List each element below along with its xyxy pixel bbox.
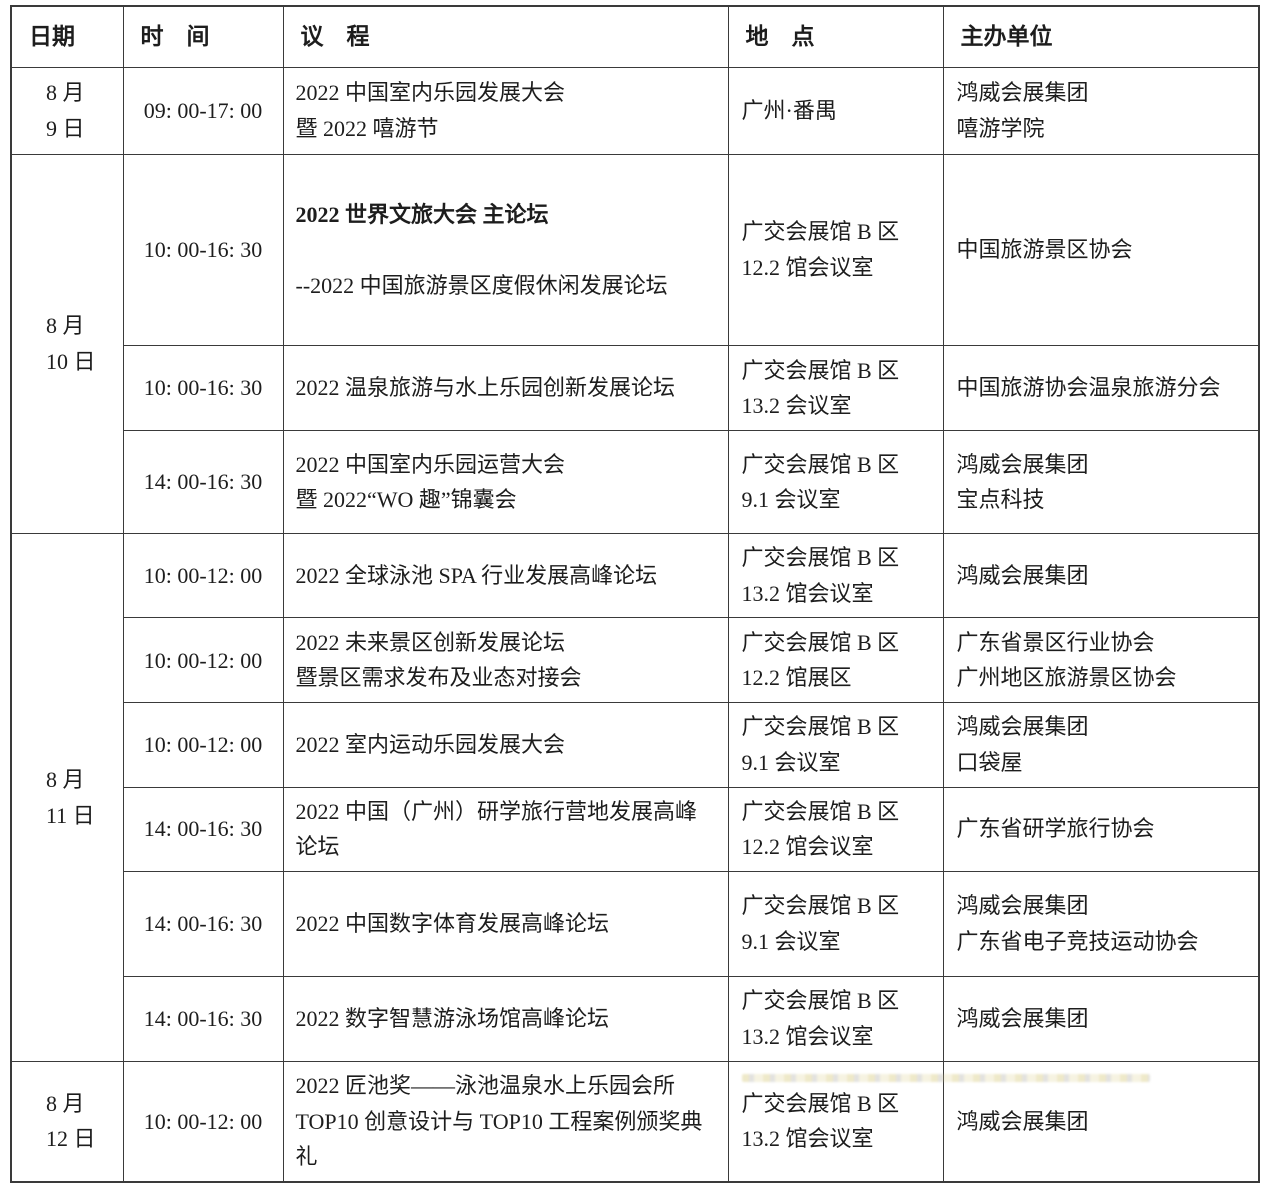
date-cell-aug11: 8 月 11 日 <box>10 533 124 1062</box>
table-row: 14: 00-16: 30 2022 数字智慧游泳场馆高峰论坛 广交会展馆 B … <box>11 975 1260 1062</box>
organizer-cell: 中国旅游景区协会 <box>942 153 1260 347</box>
venue-cell: 广交会展馆 B 区 9.1 会议室 <box>727 430 944 535</box>
venue-cell: 广交会展馆 B 区 13.2 馆会议室 <box>727 533 944 619</box>
table-row: 14: 00-16: 30 2022 中国数字体育发展高峰论坛 广交会展馆 B … <box>11 870 1260 977</box>
agenda-cell: 2022 中国室内乐园发展大会 暨 2022 嘻游节 <box>282 67 729 155</box>
header-organizer: 主办单位 <box>942 5 1260 68</box>
organizer-cell: 鸿威会展集团 嘻游学院 <box>942 67 1260 155</box>
agenda-cell: 2022 中国（广州）研学旅行营地发展高峰论坛 <box>282 786 729 872</box>
table-row: 10: 00-16: 30 2022 温泉旅游与水上乐园创新发展论坛 广交会展馆… <box>11 345 1260 432</box>
schedule-table: 日期 时 间 议 程 地 点 主办单位 8 月 9 日 09: 00-17: 0… <box>10 5 1260 1183</box>
table-row: 8 月 11 日 10: 00-12: 00 2022 全球泳池 SPA 行业发… <box>10 533 1260 1062</box>
date-cell-aug12: 8 月 12 日 <box>10 1060 124 1183</box>
agenda-cell: 2022 世界文旅大会 主论坛 --2022 中国旅游景区度假休闲发展论坛 <box>282 153 729 347</box>
venue-cell: 广交会展馆 B 区 12.2 馆会议室 <box>727 786 944 872</box>
header-agenda: 议 程 <box>282 5 729 68</box>
agenda-subtitle: --2022 中国旅游景区度假休闲发展论坛 <box>295 272 668 298</box>
date-cell-aug9: 8 月 9 日 <box>10 67 124 155</box>
venue-cell: 广交会展馆 B 区 12.2 馆展区 <box>727 617 944 704</box>
venue-cell: 广交会展馆 B 区 12.2 馆会议室 <box>727 153 944 347</box>
time-cell: 10: 00-12: 00 <box>122 533 284 619</box>
organizer-cell: 中国旅游协会温泉旅游分会 <box>942 345 1260 432</box>
agenda-cell: 2022 匠池奖——泳池温泉水上乐园会所TOP10 创意设计与 TOP10 工程… <box>282 1060 729 1183</box>
organizer-cell: 鸿威会展集团 口袋屋 <box>942 702 1260 788</box>
time-cell: 10: 00-12: 00 <box>122 1060 284 1183</box>
organizer-cell: 广东省研学旅行协会 <box>942 786 1260 872</box>
agenda-cell: 2022 中国室内乐园运营大会 暨 2022“WO 趣”锦囊会 <box>282 430 729 535</box>
time-cell: 14: 00-16: 30 <box>122 870 284 977</box>
venue-cell: 广州·番禺 <box>727 67 944 155</box>
agenda-cell: 2022 未来景区创新发展论坛 暨景区需求发布及业态对接会 <box>282 617 729 704</box>
page-bottom-cutoff-highlight-artifact <box>742 1074 1150 1082</box>
agenda-cell: 2022 数字智慧游泳场馆高峰论坛 <box>282 975 729 1062</box>
document-page: { "colors": { "border": "#3a3a3a", "text… <box>10 5 1260 1183</box>
venue-cell: 广交会展馆 B 区 13.2 馆会议室 <box>727 975 944 1062</box>
time-cell: 14: 00-16: 30 <box>122 430 284 535</box>
agenda-cell: 2022 温泉旅游与水上乐园创新发展论坛 <box>282 345 729 432</box>
agenda-cell: 2022 中国数字体育发展高峰论坛 <box>282 870 729 977</box>
agenda-cell: 2022 室内运动乐园发展大会 <box>282 702 729 788</box>
table-row: 10: 00-12: 00 2022 未来景区创新发展论坛 暨景区需求发布及业态… <box>11 617 1260 704</box>
table-row: 10: 00-12: 00 2022 室内运动乐园发展大会 广交会展馆 B 区 … <box>11 702 1260 788</box>
table-row: 14: 00-16: 30 2022 中国室内乐园运营大会 暨 2022“WO … <box>11 430 1260 535</box>
organizer-cell: 鸿威会展集团 <box>942 533 1260 619</box>
header-date: 日期 <box>10 5 124 68</box>
header-venue: 地 点 <box>727 5 944 68</box>
agenda-cell: 2022 全球泳池 SPA 行业发展高峰论坛 <box>282 533 729 619</box>
time-cell: 09: 00-17: 00 <box>122 67 284 155</box>
organizer-cell: 鸿威会展集团 <box>942 975 1260 1062</box>
table-row: 8 月 10 日 10: 00-16: 30 2022 世界文旅大会 主论坛 -… <box>10 153 1260 535</box>
time-cell: 10: 00-16: 30 <box>122 153 284 347</box>
venue-cell: 广交会展馆 B 区 13.2 会议室 <box>727 345 944 432</box>
organizer-cell: 广东省景区行业协会 广州地区旅游景区协会 <box>942 617 1260 704</box>
venue-cell: 广交会展馆 B 区 9.1 会议室 <box>727 702 944 788</box>
organizer-cell: 鸿威会展集团 宝点科技 <box>942 430 1260 535</box>
time-cell: 14: 00-16: 30 <box>122 786 284 872</box>
header-time: 时 间 <box>122 5 284 68</box>
time-cell: 10: 00-12: 00 <box>122 702 284 788</box>
table-row: 8 月 9 日 09: 00-17: 00 2022 中国室内乐园发展大会 暨 … <box>10 67 1260 155</box>
time-cell: 10: 00-12: 00 <box>122 617 284 704</box>
agenda-main-title: 2022 世界文旅大会 主论坛 <box>295 201 549 227</box>
header-row: 日期 时 间 议 程 地 点 主办单位 <box>10 5 1260 68</box>
organizer-cell: 鸿威会展集团 广东省电子竞技运动协会 <box>942 870 1260 977</box>
table-row: 14: 00-16: 30 2022 中国（广州）研学旅行营地发展高峰论坛 广交… <box>11 786 1260 872</box>
time-cell: 14: 00-16: 30 <box>122 975 284 1062</box>
time-cell: 10: 00-16: 30 <box>122 345 284 432</box>
venue-cell: 广交会展馆 B 区 9.1 会议室 <box>727 870 944 977</box>
date-cell-aug10: 8 月 10 日 <box>10 153 124 535</box>
